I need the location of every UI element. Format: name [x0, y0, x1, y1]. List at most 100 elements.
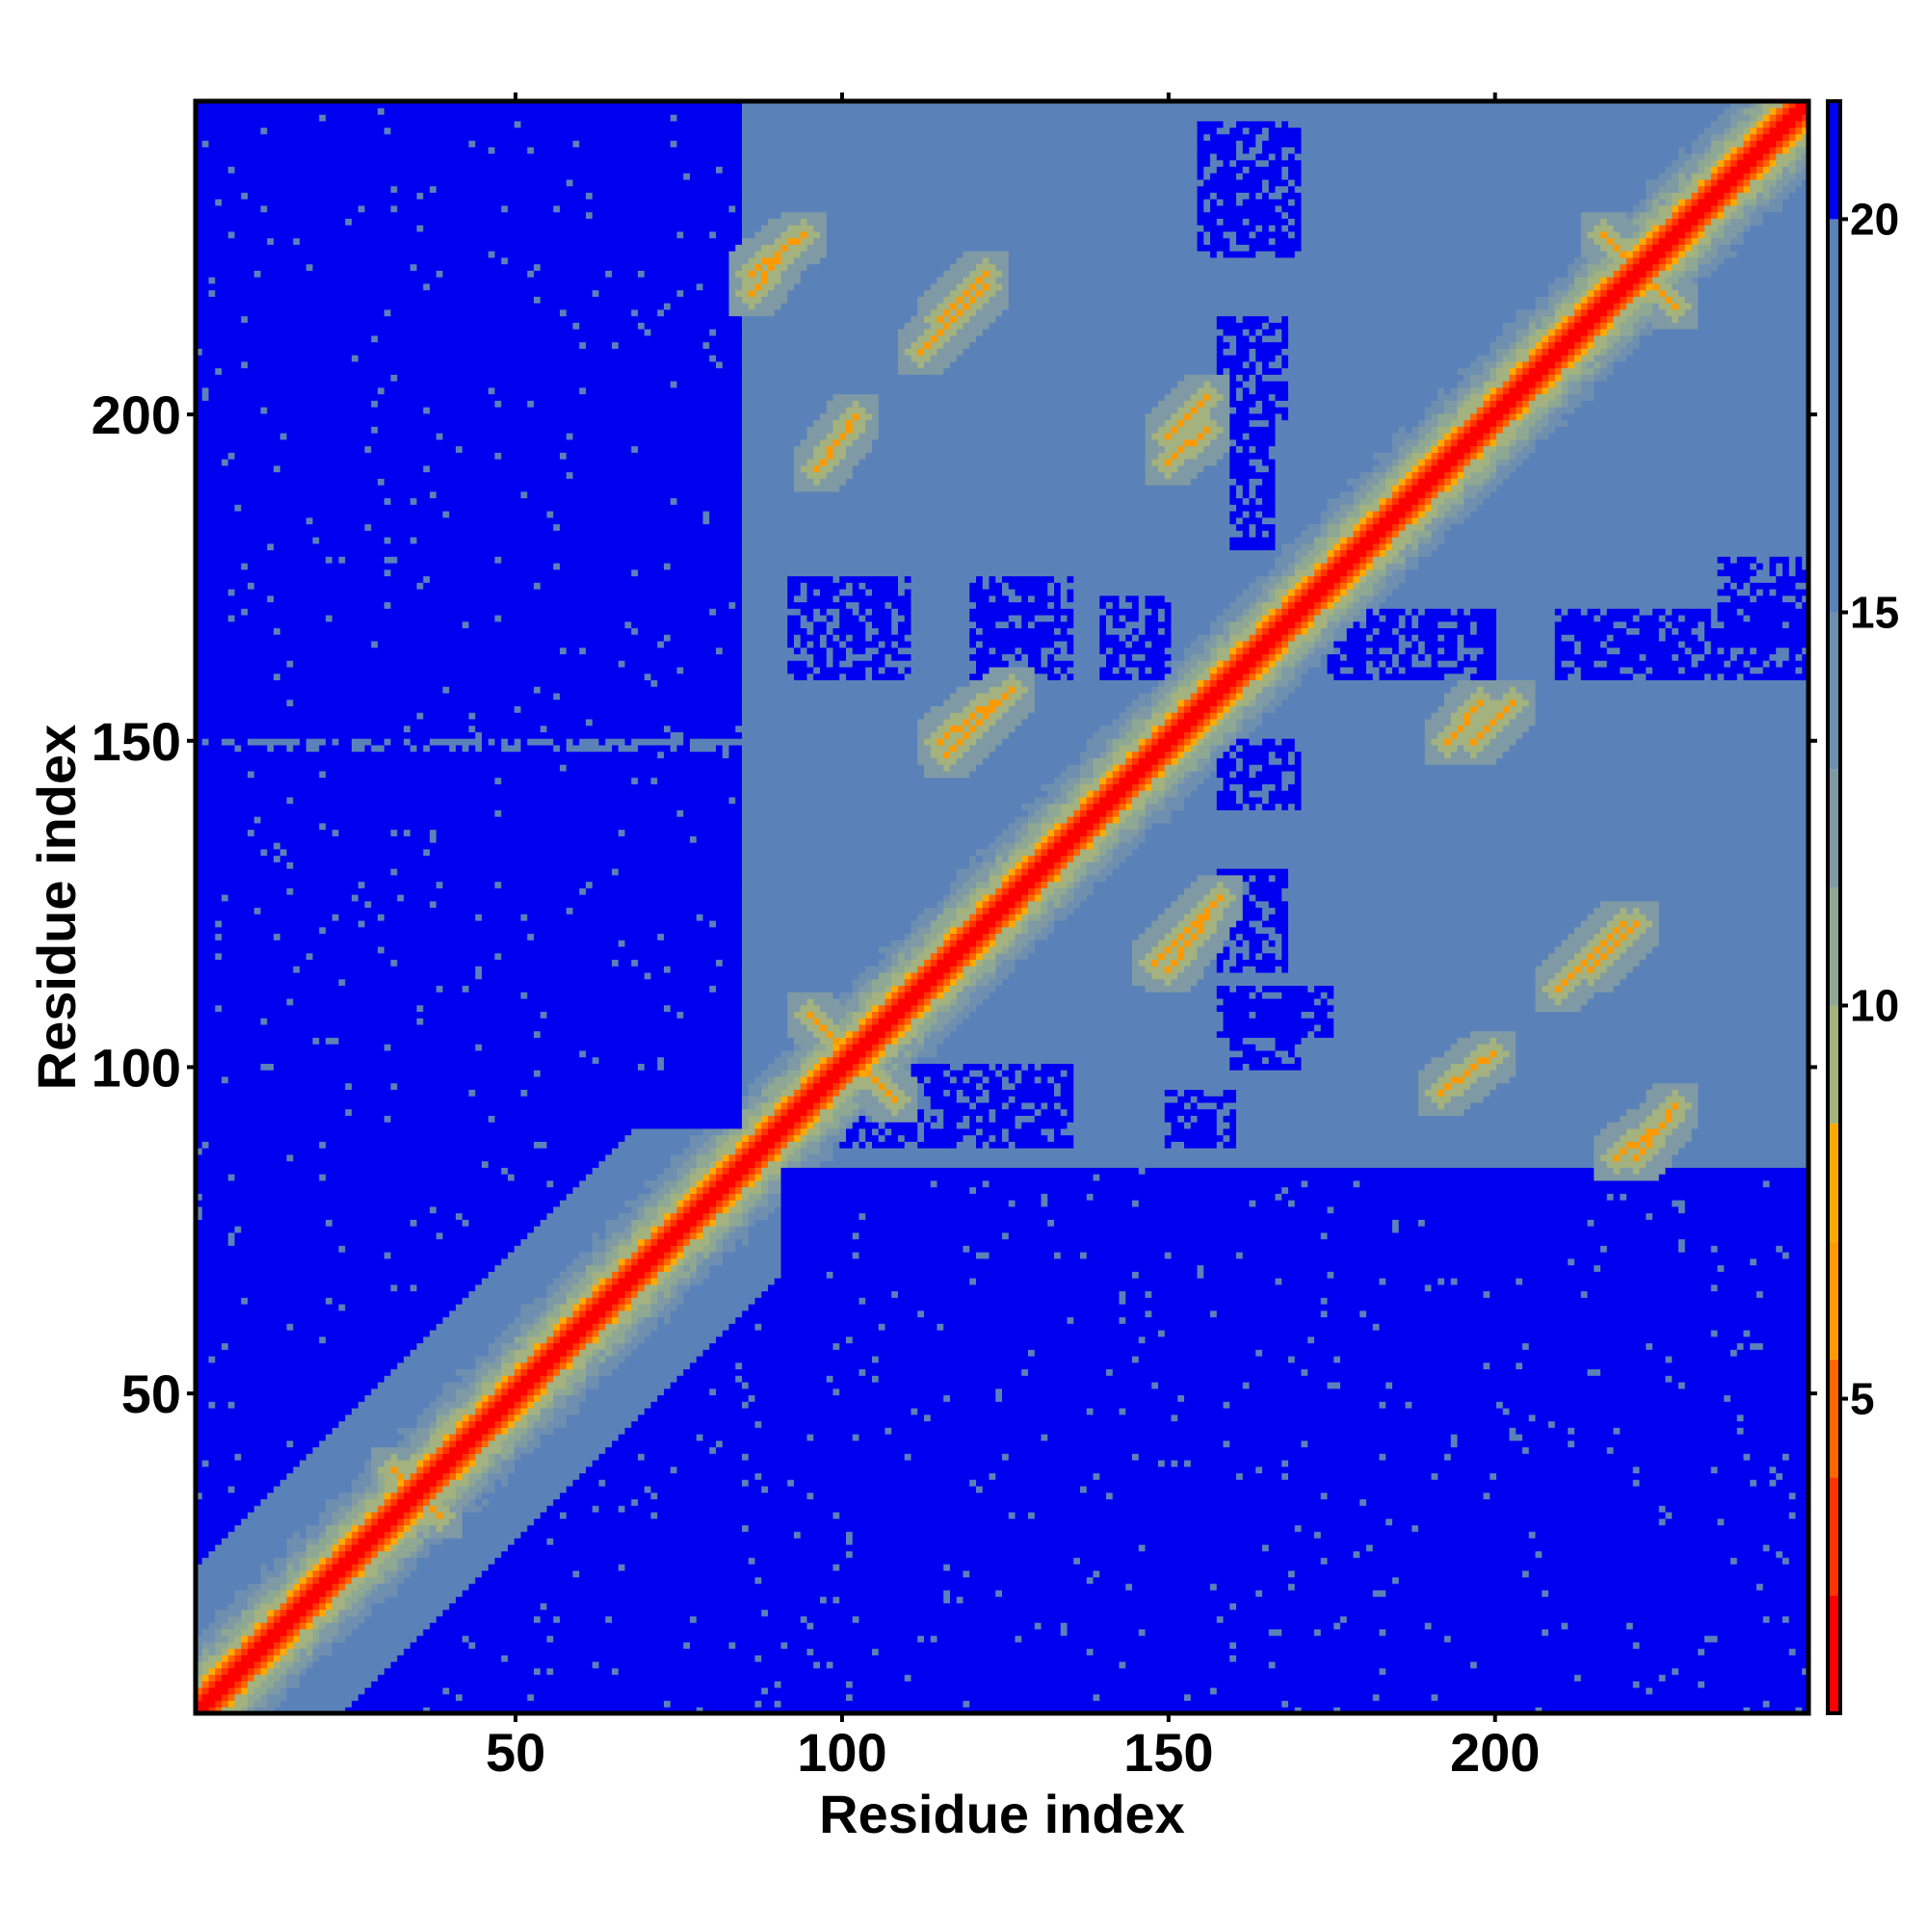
heatmap-cell [702, 1231, 710, 1240]
heatmap-cell [326, 1219, 333, 1227]
heatmap-cell [644, 1245, 652, 1253]
heatmap-cell [1002, 887, 1010, 895]
heatmap-cell [1132, 699, 1152, 706]
heatmap-cell [728, 751, 743, 758]
heatmap-cell [383, 913, 476, 921]
heatmap-cell [937, 1115, 944, 1123]
heatmap-cell [820, 1661, 828, 1669]
heatmap-cell [520, 744, 554, 753]
heatmap-cell [215, 1355, 405, 1363]
heatmap-cell [1015, 1096, 1074, 1103]
heatmap-cell [267, 1674, 281, 1681]
heatmap-cell [300, 1654, 314, 1662]
heatmap-cell [260, 1635, 281, 1643]
heatmap-cell [930, 959, 938, 966]
heatmap-cell [253, 1700, 268, 1707]
heatmap-cell [1164, 731, 1185, 739]
heatmap-cell [1561, 966, 1575, 973]
heatmap-cell [338, 1505, 353, 1513]
heatmap-cell [227, 1641, 242, 1650]
heatmap-cell [508, 1167, 594, 1175]
heatmap-cell [1015, 913, 1022, 921]
heatmap-cell [1717, 1518, 1725, 1525]
heatmap-cell [943, 1037, 1230, 1045]
heatmap-cell [969, 887, 977, 895]
heatmap-cell [1177, 1115, 1185, 1123]
heatmap-cell [930, 731, 944, 739]
heatmap-cell [305, 1537, 320, 1546]
heatmap-cell [618, 940, 626, 947]
heatmap-cell [436, 1407, 450, 1416]
heatmap-cell [390, 738, 405, 746]
heatmap-cell [1684, 1245, 1712, 1253]
heatmap-cell [1236, 686, 1244, 694]
heatmap-cell [1522, 1446, 1530, 1454]
heatmap-cell [319, 1602, 327, 1610]
heatmap-cell [1177, 777, 1185, 784]
heatmap-cell [1386, 666, 1393, 675]
heatmap-cell [1632, 919, 1641, 928]
heatmap-cell [605, 1245, 613, 1253]
heatmap-cell [1216, 1122, 1230, 1129]
heatmap-cell [872, 1648, 880, 1655]
heatmap-cell [650, 679, 658, 687]
heatmap-cell [982, 1179, 990, 1188]
heatmap-cell [865, 1023, 873, 1032]
heatmap-cell [1281, 952, 1289, 961]
heatmap-cell [742, 1179, 750, 1188]
heatmap-cell [722, 1245, 736, 1253]
heatmap-cell [1736, 1349, 1809, 1357]
heatmap-cell [566, 1264, 587, 1272]
heatmap-cell [631, 1310, 652, 1318]
heatmap-cell [553, 1329, 561, 1337]
heatmap-cell [1457, 660, 1497, 668]
heatmap-cell [891, 959, 899, 966]
heatmap-cell [1490, 1070, 1517, 1077]
heatmap-cell [761, 1089, 782, 1097]
heatmap-cell [1158, 796, 1166, 805]
heatmap-cell [702, 1141, 717, 1149]
heatmap-cell [976, 1134, 990, 1142]
heatmap-cell [709, 1271, 782, 1279]
heatmap-cell [1138, 1453, 1381, 1461]
heatmap-cell [754, 1219, 782, 1227]
heatmap-cell [196, 1089, 470, 1097]
heatmap-cell [670, 1226, 691, 1233]
heatmap-cell [995, 848, 1010, 857]
heatmap-cell [352, 744, 366, 753]
heatmap-cell [222, 1537, 288, 1546]
heatmap-cell [937, 1323, 944, 1331]
heatmap-cell [534, 1427, 554, 1435]
heatmap-cell [1678, 1667, 1803, 1676]
heatmap-cell [1333, 1622, 1341, 1629]
heatmap-cell [1333, 992, 1537, 999]
heatmap-cell [943, 1070, 951, 1077]
heatmap-cell [722, 1329, 1159, 1337]
heatmap-cell [1125, 764, 1133, 772]
heatmap-cell [260, 1622, 268, 1629]
heatmap-cell [1386, 1628, 1543, 1636]
heatmap-cell [963, 952, 970, 961]
heatmap-cell [696, 1271, 710, 1279]
heatmap-cell [1008, 1511, 1016, 1520]
heatmap-cell [300, 1681, 372, 1688]
heatmap-cell [657, 1284, 672, 1292]
heatmap-cell [1047, 1134, 1055, 1142]
heatmap-cell [989, 1075, 1003, 1084]
heatmap-cell [1164, 966, 1173, 973]
heatmap-cell [839, 673, 847, 680]
heatmap-cell [884, 1044, 899, 1051]
heatmap-cell [352, 894, 359, 902]
heatmap-cell [312, 1615, 333, 1624]
heatmap-cell [872, 1089, 886, 1097]
heatmap-cell [1216, 1583, 1289, 1591]
heatmap-cell [1080, 900, 1173, 909]
heatmap-cell [1047, 809, 1062, 817]
heatmap-cell [462, 1492, 476, 1499]
heatmap-cell [943, 992, 958, 999]
heatmap-cell [1262, 1349, 1731, 1357]
heatmap-cell [742, 770, 925, 779]
heatmap-cell [917, 1075, 925, 1084]
heatmap-cell [943, 945, 951, 954]
heatmap-cell [995, 705, 1010, 713]
